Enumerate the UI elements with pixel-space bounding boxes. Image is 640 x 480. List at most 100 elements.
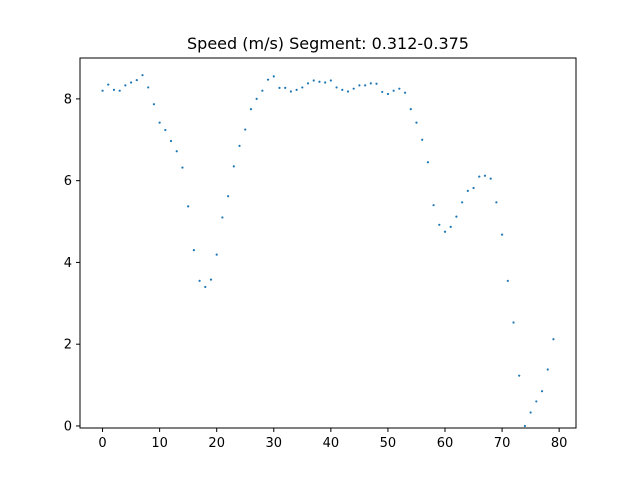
data-point [284,86,287,89]
data-point [552,338,555,341]
y-tick-label: 6 [64,174,72,189]
data-point [272,75,275,78]
data-point [375,82,378,85]
data-point [398,87,401,90]
data-point [472,186,475,190]
data-point [312,79,315,82]
data-point [158,121,161,124]
data-point [318,80,321,83]
y-tick-label: 0 [64,419,72,434]
data-point [164,128,167,132]
data-point [392,89,395,92]
data-point [209,278,213,281]
data-point [335,86,338,89]
data-point [386,92,390,96]
data-point [346,90,350,93]
data-point [141,74,144,77]
data-point [255,97,258,100]
data-point [483,174,487,177]
data-points [101,74,555,428]
data-point [324,81,327,84]
data-point [443,230,447,233]
data-point [364,84,367,87]
data-point [546,368,549,371]
data-point [369,82,372,85]
x-tick-label: 20 [208,436,225,451]
data-point [409,108,412,111]
data-point [403,91,407,94]
data-point [329,79,332,82]
data-point [147,86,150,89]
y-tick-label: 2 [64,338,72,353]
data-point [341,88,344,91]
data-point [152,103,156,106]
data-point [352,87,355,90]
data-point [187,205,190,208]
data-point [461,201,464,204]
data-point [135,78,138,82]
data-point [540,390,544,393]
x-tick-label: 60 [437,436,454,451]
data-point [215,253,218,256]
data-point [107,83,110,86]
data-point [295,88,298,91]
data-point [518,374,521,377]
data-point [358,84,361,87]
data-point [198,279,201,282]
x-tick-label: 30 [266,436,283,451]
data-point [466,189,469,192]
data-point [381,90,384,94]
data-point [415,121,418,124]
data-point [278,86,281,89]
data-point [112,88,116,91]
data-point [289,90,292,93]
data-point [500,233,504,236]
data-point [512,321,515,324]
data-point [432,204,435,207]
data-point [301,86,304,89]
data-point [523,424,527,428]
data-point [261,89,264,92]
data-point [489,177,492,180]
data-point [438,223,441,226]
data-point [181,166,184,169]
x-axis: 0 10 20 30 40 50 60 70 80 [98,428,567,451]
data-point [238,144,241,148]
data-point [204,285,207,289]
data-point [124,84,127,87]
data-point [455,215,458,218]
data-point [118,89,121,92]
data-point [495,201,498,204]
data-point [421,138,424,141]
data-point [227,195,230,198]
x-tick-label: 70 [494,436,511,451]
data-point [244,128,247,131]
data-point [535,400,538,403]
data-point [306,82,310,85]
data-point [175,150,178,153]
data-point [221,216,224,219]
data-point [506,279,509,282]
y-tick-label: 4 [64,256,72,271]
data-point [192,249,195,252]
data-point [249,108,253,111]
x-tick-label: 0 [98,436,106,451]
y-axis: 0 2 4 6 8 [64,92,80,434]
x-tick-label: 40 [323,436,340,451]
x-tick-label: 50 [380,436,397,451]
data-point [169,139,173,143]
data-point [101,89,104,92]
data-point [129,81,133,84]
data-point [478,175,481,178]
plot-frame [79,57,577,429]
chart-title: Speed (m/s) Segment: 0.312-0.375 [187,34,469,53]
data-point [232,165,235,168]
data-point [529,411,532,414]
x-tick-label: 10 [151,436,168,451]
data-point [426,161,429,164]
data-point [449,225,452,228]
y-tick-label: 8 [64,92,72,107]
data-point [266,78,270,81]
x-tick-label: 80 [551,436,568,451]
